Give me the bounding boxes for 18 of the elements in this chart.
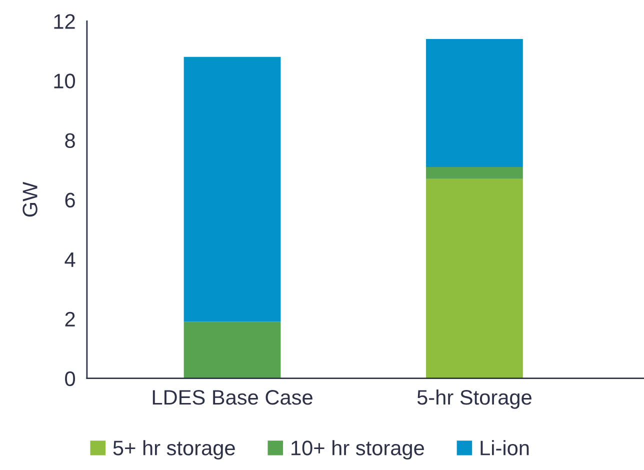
bar [426, 178, 523, 378]
bar [184, 56, 281, 322]
y-tick-label: 8 [65, 133, 75, 148]
y-tick-label: 0 [65, 371, 76, 386]
y-tick-label: 2 [65, 312, 75, 326]
y-tick-label: 4 [64, 252, 76, 267]
x-tick-label: 5-hr Storage [417, 389, 532, 409]
bar [426, 39, 523, 168]
y-tick-label: 6 [65, 192, 75, 208]
y-tick-label: 10 [54, 74, 76, 88]
legend-label: Li-ion [480, 440, 529, 456]
bar [426, 167, 523, 179]
y-tick-label: 12 [54, 14, 75, 29]
y-axis-title: GW [22, 182, 38, 217]
legend-label: 5+ hr storage [113, 440, 235, 460]
x-tick-label: LDES Base Case [152, 390, 312, 405]
bar [184, 322, 281, 378]
legend-label: 10+ hr storage [292, 440, 424, 460]
